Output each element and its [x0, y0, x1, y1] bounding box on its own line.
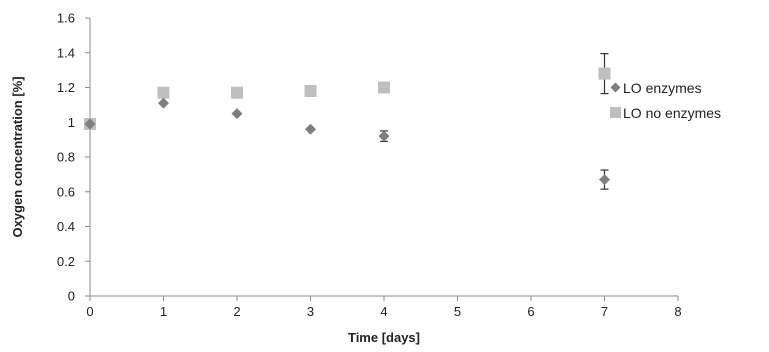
x-tick-label: 3 — [307, 304, 314, 319]
legend: LO enzymes LO no enzymes — [610, 80, 721, 121]
legend-item-lo-enzymes: LO enzymes — [610, 80, 702, 96]
x-tick-label: 8 — [674, 304, 681, 319]
data-point-lo-enzymes — [231, 108, 243, 120]
data-point-lo-enzymes — [84, 118, 96, 130]
y-tick-label: 1.4 — [57, 45, 75, 60]
legend-square-marker — [610, 107, 621, 118]
y-tick-label: 0.2 — [57, 254, 75, 269]
data-point-lo-no-enzymes — [378, 81, 390, 94]
x-tick-label: 7 — [601, 304, 608, 319]
y-axis: 0 0.2 0.4 0.6 0.8 1 1.2 1.4 1.6 — [57, 11, 91, 304]
y-tick-label: 0.4 — [57, 219, 75, 234]
plot-area — [84, 53, 611, 190]
y-tick-label: 1.2 — [57, 80, 75, 95]
legend-label-lo-no-enzymes: LO no enzymes — [623, 105, 721, 121]
data-point-lo-no-enzymes — [231, 86, 243, 99]
data-point-lo-no-enzymes — [157, 86, 170, 99]
x-tick-label: 5 — [454, 304, 461, 319]
data-point-lo-enzymes — [305, 123, 316, 135]
x-axis: 0 1 2 3 4 5 6 7 8 — [86, 295, 682, 319]
legend-diamond-marker — [610, 82, 621, 93]
legend-item-lo-no-enzymes: LO no enzymes — [610, 105, 721, 121]
y-tick-label: 0 — [68, 289, 75, 304]
data-point-lo-enzymes — [378, 130, 390, 142]
y-axis-ticks: 0 0.2 0.4 0.6 0.8 1 1.2 1.4 1.6 — [57, 11, 90, 304]
x-axis-ticks: 0 1 2 3 4 5 6 7 8 — [86, 296, 682, 319]
y-axis-title: Oxygen concentration [%] — [10, 76, 25, 237]
x-tick-label: 6 — [527, 304, 534, 319]
y-tick-label: 0.8 — [57, 150, 75, 165]
legend-label-lo-enzymes: LO enzymes — [623, 80, 702, 96]
x-axis-title: Time [days] — [348, 330, 420, 345]
y-tick-label: 1.6 — [57, 11, 75, 26]
data-point-lo-enzymes — [158, 97, 169, 109]
y-tick-label: 0.6 — [57, 184, 75, 199]
data-point-lo-no-enzymes — [304, 84, 317, 97]
x-tick-label: 0 — [86, 304, 93, 319]
x-tick-label: 2 — [233, 304, 240, 319]
x-tick-label: 1 — [160, 304, 167, 319]
y-tick-label: 1 — [68, 115, 75, 130]
data-point-lo-enzymes — [599, 174, 610, 186]
x-tick-label: 4 — [380, 304, 387, 319]
data-point-lo-no-enzymes — [598, 67, 611, 80]
